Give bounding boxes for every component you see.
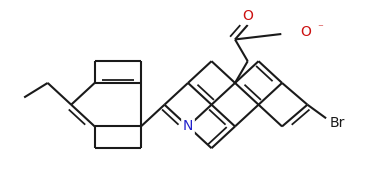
Text: N: N bbox=[183, 119, 193, 133]
Text: Br: Br bbox=[330, 116, 345, 130]
Text: Br: Br bbox=[330, 116, 345, 130]
Text: O: O bbox=[242, 9, 253, 23]
Text: ⁻: ⁻ bbox=[317, 24, 323, 33]
Text: O: O bbox=[300, 25, 311, 39]
Text: O: O bbox=[242, 9, 253, 23]
Text: N: N bbox=[183, 119, 193, 133]
Text: O: O bbox=[300, 25, 311, 39]
Text: ⁻: ⁻ bbox=[317, 24, 323, 33]
